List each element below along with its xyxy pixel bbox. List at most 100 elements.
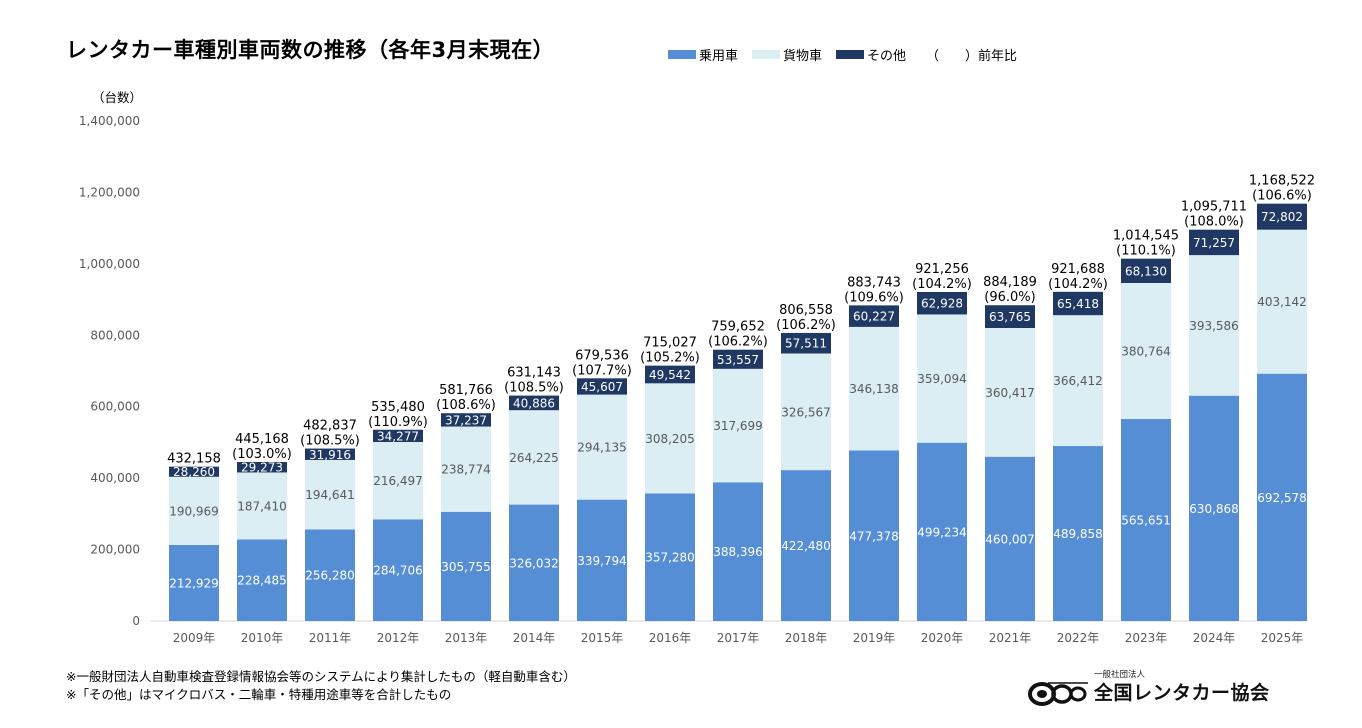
bar-label-cargo: 346,138 bbox=[849, 382, 899, 396]
chart-legend: 乗用車 貨物車 その他 （ ）前年比 bbox=[668, 45, 1017, 64]
bar-segment-cargo bbox=[645, 383, 695, 494]
bar-segment-cargo bbox=[781, 353, 831, 471]
bar-yoy-label: (110.1%) bbox=[1116, 244, 1176, 259]
bar-total-label: 581,766 bbox=[439, 383, 493, 398]
bar-total-label: 1,014,545 bbox=[1113, 229, 1179, 244]
footnote-1: ※一般財団法人自動車検査登録情報協会等のシステムにより集計したもの（軽自動車含む… bbox=[66, 669, 576, 684]
bar-segment-passenger bbox=[1121, 418, 1171, 621]
bar-yoy-label: (108.6%) bbox=[436, 398, 496, 413]
y-axis-ticks: 0 200,000 400,000 600,000 800,000 1,000,000 1,… bbox=[79, 114, 140, 628]
bar-label-passenger: 284,706 bbox=[373, 564, 423, 578]
car-wheels-logo-icon bbox=[1028, 682, 1088, 706]
footnotes: ※一般財団法人自動車検査登録情報協会等のシステムにより集計したもの（軽自動車含む… bbox=[66, 668, 576, 704]
bar-label-cargo: 264,225 bbox=[509, 451, 559, 465]
bar-label-cargo: 403,142 bbox=[1257, 295, 1307, 309]
bar-label-other: 31,916 bbox=[309, 448, 351, 462]
bar-total-label: 1,095,711 bbox=[1181, 200, 1247, 215]
legend-swatch-passenger bbox=[668, 50, 696, 59]
x-axis-ticks: 2009年 2010年 2011年 2012年 2013年 2014年 2015年 2016年… bbox=[173, 631, 1304, 645]
stacked-bar-chart: （台数） 0 200,000 400,000 600,000 800,000 1,000,… bbox=[79, 90, 1315, 645]
bar-segment-other bbox=[237, 462, 287, 473]
bar-segment-other bbox=[305, 448, 355, 460]
bar-segment-other bbox=[781, 332, 831, 354]
legend-item-other: その他 bbox=[836, 45, 906, 64]
y-tick-label: 400,000 bbox=[90, 471, 140, 485]
bar-yoy-label: (103.0%) bbox=[232, 447, 292, 462]
bar-total-label: 806,558 bbox=[779, 303, 833, 318]
x-tick-label: 2024年 bbox=[1193, 631, 1236, 645]
bar-segment-cargo bbox=[1189, 255, 1239, 396]
bar-yoy-label: (104.2%) bbox=[1048, 277, 1108, 292]
bar-label-other: 62,928 bbox=[921, 297, 963, 311]
bar-label-passenger: 212,929 bbox=[169, 576, 219, 590]
x-tick-label: 2025年 bbox=[1261, 631, 1304, 645]
bar-segment-passenger bbox=[713, 482, 763, 621]
bar-total-label: 445,168 bbox=[235, 432, 289, 447]
bar-segment-passenger bbox=[917, 442, 967, 621]
bar-label-other: 72,802 bbox=[1261, 210, 1303, 224]
x-tick-label: 2022年 bbox=[1057, 631, 1100, 645]
bar-segment-other bbox=[577, 378, 627, 395]
bar-label-other: 45,607 bbox=[581, 380, 623, 394]
x-tick-label: 2009年 bbox=[173, 631, 216, 645]
bar-total-label: 921,688 bbox=[1051, 262, 1105, 277]
bar-yoy-label: (108.5%) bbox=[300, 434, 360, 449]
bar-total-label: 631,143 bbox=[507, 366, 561, 381]
bar-total-label: 1,168,522 bbox=[1249, 174, 1315, 189]
bar-total-label: 715,027 bbox=[643, 336, 697, 351]
bar-segment-other bbox=[1189, 229, 1239, 256]
bar-label-passenger: 499,234 bbox=[917, 525, 967, 539]
bar-segment-passenger bbox=[985, 456, 1035, 621]
bar-total-label: 883,743 bbox=[847, 275, 901, 290]
x-tick-label: 2023年 bbox=[1125, 631, 1168, 645]
bar-yoy-label: (110.9%) bbox=[368, 415, 428, 430]
legend-label-cargo: 貨物車 bbox=[783, 49, 823, 64]
bar-yoy-label: (106.2%) bbox=[776, 318, 836, 333]
bar-label-passenger: 339,794 bbox=[577, 554, 627, 568]
bar-segment-cargo bbox=[577, 394, 627, 500]
bar-segment-passenger bbox=[441, 511, 491, 621]
bar-total-label: 884,189 bbox=[983, 275, 1037, 290]
x-tick-label: 2011年 bbox=[309, 631, 352, 645]
bar-label-other: 57,511 bbox=[785, 337, 827, 351]
bar-segment-cargo bbox=[237, 472, 287, 540]
bar-label-other: 49,542 bbox=[649, 368, 691, 382]
bar-segment-cargo bbox=[509, 410, 559, 505]
bar-segment-passenger bbox=[373, 519, 423, 621]
y-tick-label: 200,000 bbox=[90, 543, 140, 557]
bar-segment-other bbox=[713, 349, 763, 369]
x-tick-label: 2013年 bbox=[445, 631, 488, 645]
logo-main-text: 全国レンタカー協会 bbox=[1094, 682, 1270, 704]
bar-segment-passenger bbox=[1053, 446, 1103, 621]
bar-label-passenger: 256,280 bbox=[305, 569, 355, 583]
bar-label-cargo: 194,641 bbox=[305, 488, 355, 502]
bar-segment-other bbox=[373, 429, 423, 442]
bar-label-cargo: 380,764 bbox=[1121, 344, 1171, 358]
x-tick-label: 2010年 bbox=[241, 631, 284, 645]
bar-yoy-label: (106.2%) bbox=[708, 335, 768, 350]
y-tick-label: 800,000 bbox=[90, 328, 140, 342]
legend-yoy-label: （ ）前年比 bbox=[926, 49, 1018, 64]
bar-total-label: 432,158 bbox=[167, 452, 221, 467]
bar-total-label: 679,536 bbox=[575, 348, 629, 363]
x-tick-label: 2017年 bbox=[717, 631, 760, 645]
bar-segment-cargo bbox=[305, 459, 355, 530]
x-tick-label: 2019年 bbox=[853, 631, 896, 645]
bar-label-passenger: 565,651 bbox=[1121, 513, 1171, 527]
bar-segment-other bbox=[509, 395, 559, 411]
bar-label-other: 63,765 bbox=[989, 310, 1031, 324]
bar-segment-cargo bbox=[1121, 282, 1171, 419]
x-tick-label: 2018年 bbox=[785, 631, 828, 645]
bar-label-cargo: 366,412 bbox=[1053, 374, 1103, 388]
bar-label-cargo: 294,135 bbox=[577, 441, 627, 455]
x-tick-label: 2015年 bbox=[581, 631, 624, 645]
bar-segment-passenger bbox=[169, 544, 219, 621]
bar-segment-cargo bbox=[169, 476, 219, 545]
bar-label-passenger: 630,868 bbox=[1189, 502, 1239, 516]
y-tick-label: 1,000,000 bbox=[79, 257, 140, 271]
bar-segment-passenger bbox=[645, 493, 695, 621]
bar-label-other: 68,130 bbox=[1125, 264, 1167, 278]
bar-total-label: 759,652 bbox=[711, 320, 765, 335]
bar-label-cargo: 238,774 bbox=[441, 463, 491, 477]
bar-label-other: 29,273 bbox=[241, 461, 283, 475]
